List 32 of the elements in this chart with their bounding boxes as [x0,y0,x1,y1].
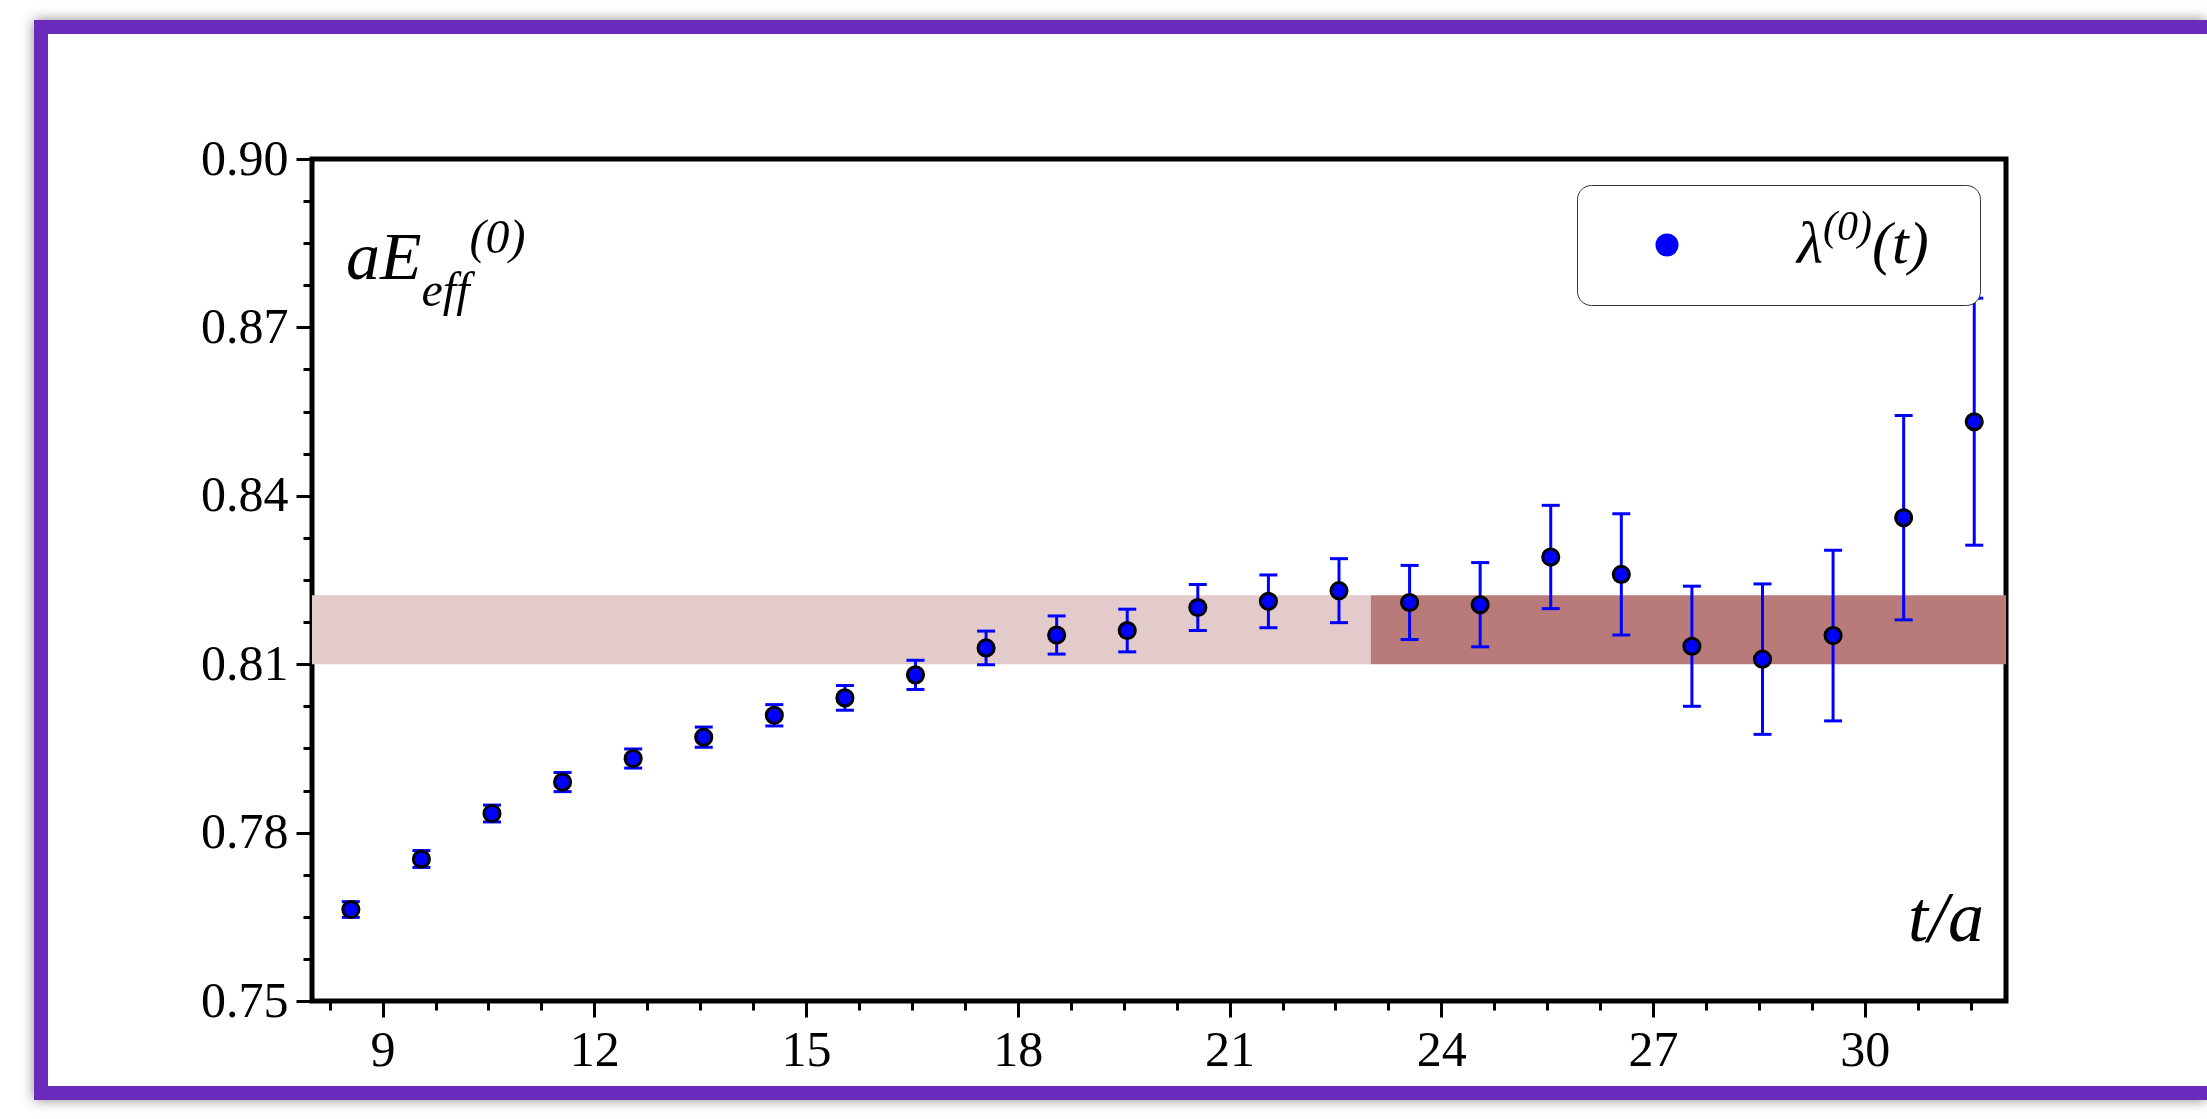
x-axis-title: t/a [1907,877,1984,957]
point [905,665,926,685]
point [1541,547,1561,567]
point [1258,591,1278,611]
x-tick-label: 30 [1840,1020,1891,1077]
y-tick-label: 0.84 [201,466,289,523]
point [1752,649,1773,669]
point [1964,412,1984,432]
point [1329,581,1349,601]
point [1611,564,1631,584]
point [1682,636,1702,656]
x-tick-label: 15 [781,1020,832,1077]
legend-label: λ$^{(0)}$(t) [1795,203,1929,276]
point [1823,626,1843,646]
point [1894,508,1914,528]
point [1188,597,1208,618]
y-tick-label: 0.78 [201,803,289,860]
y-tick-label: 0.75 [201,971,289,1028]
x-tick-label: 24 [1416,1020,1467,1077]
x-tick-label: 12 [569,1020,620,1077]
point [1470,595,1490,615]
x-tick-label: 21 [1205,1020,1256,1077]
point [1047,625,1067,645]
point [1117,620,1137,641]
x-tick-label: 9 [370,1020,396,1077]
y-tick-label: 0.90 [201,129,289,186]
y-tick-label: 0.87 [201,297,289,354]
point [1400,592,1420,612]
point [976,638,996,658]
x-tick-label: 27 [1628,1020,1679,1077]
y-tick-label: 0.81 [201,634,289,691]
x-tick-label: 18 [993,1020,1044,1077]
